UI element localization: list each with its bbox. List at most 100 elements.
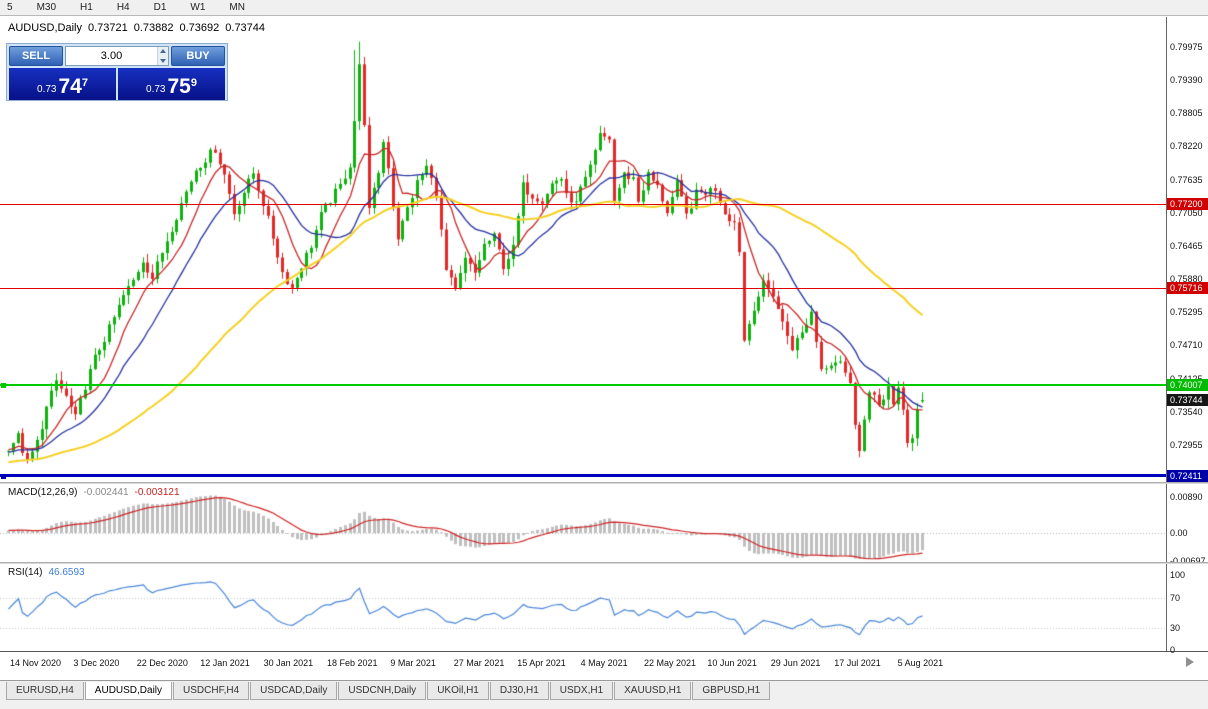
macd-signal-value: -0.003121 — [134, 487, 180, 498]
chart-tab-usdchf-h4[interactable]: USDCHF,H4 — [173, 682, 250, 700]
date-axis-label: 29 Jun 2021 — [770, 658, 821, 668]
sell-price-pips: 74 — [58, 75, 82, 98]
horizontal-level-line[interactable] — [0, 474, 1166, 478]
price-axis-label: 0.75880 — [1170, 274, 1203, 285]
price-axis-label: 0.72955 — [1170, 439, 1203, 450]
price-axis-label: 0.74125 — [1170, 374, 1203, 384]
price-axis-label: 0.75295 — [1170, 307, 1203, 318]
rsi-axis-label: 30 — [1170, 622, 1181, 633]
date-axis-label: 17 Jul 2021 — [834, 658, 881, 668]
scroll-to-end-arrow-icon[interactable] — [1186, 657, 1194, 667]
rsi-title: RSI(14) — [8, 567, 43, 578]
lot-decrease-button[interactable] — [158, 56, 168, 65]
date-axis-label: 12 Jan 2021 — [200, 658, 250, 668]
macd-indicator-label: MACD(12,26,9) -0.002441 -0.003121 — [8, 487, 180, 498]
time-axis-line — [0, 651, 1208, 652]
chart-symbol-period: AUDUSD,Daily — [8, 22, 82, 34]
date-axis-label: 10 Jun 2021 — [707, 658, 757, 668]
line-handle[interactable] — [1, 473, 6, 479]
horizontal-level-line[interactable] — [0, 287, 1166, 289]
buy-price-point: 9 — [190, 77, 197, 89]
rsi-value: 46.6593 — [48, 567, 85, 578]
macd-indicator-canvas[interactable] — [0, 484, 1166, 562]
one-click-trading-panel: SELL 3.00 BUY 0.73 74 7 0.73 75 9 — [6, 43, 228, 101]
buy-price-base: 0.73 — [146, 84, 166, 95]
price-axis-label: 0.79390 — [1170, 75, 1203, 86]
price-axis-label: 0.78805 — [1170, 108, 1203, 119]
chart-ohlc-title: AUDUSD,Daily 0.73721 0.73882 0.73692 0.73744 — [8, 22, 271, 34]
period-button-h1[interactable]: H1 — [80, 2, 93, 13]
price-level-tag: 0.74007 — [1167, 379, 1208, 392]
buy-price-display[interactable]: 0.73 75 9 — [118, 68, 225, 100]
rsi-axis-label: 70 — [1170, 592, 1181, 603]
chart-tab-gbpusd-h1[interactable]: GBPUSD,H1 — [692, 682, 771, 700]
price-level-tag: 0.77200 — [1167, 198, 1208, 211]
ohlc-low: 0.73692 — [179, 22, 220, 34]
price-axis-label: 0.74710 — [1170, 340, 1203, 351]
macd-title: MACD(12,26,9) — [8, 487, 78, 498]
lot-size-field[interactable]: 3.00 — [65, 46, 169, 66]
period-button-5[interactable]: 5 — [7, 2, 13, 13]
date-axis-label: 9 Mar 2021 — [390, 658, 436, 668]
chart-tab-dj30-h1[interactable]: DJ30,H1 — [489, 682, 549, 700]
ohlc-close: 0.73744 — [225, 22, 266, 34]
date-axis-label: 18 Feb 2021 — [327, 658, 378, 668]
chart-tab-xauusd-h1[interactable]: XAUUSD,H1 — [614, 682, 692, 700]
macd-axis-label: 0.00890 — [1170, 491, 1203, 502]
price-axis-label: 0.78220 — [1170, 141, 1203, 152]
macd-axis-label: 0.00 — [1170, 528, 1188, 538]
rsi-axis-label: 0 — [1170, 645, 1176, 655]
sell-price-display[interactable]: 0.73 74 7 — [9, 68, 116, 100]
chart-area: AUDUSD,Daily 0.73721 0.73882 0.73692 0.73744… — [0, 17, 1208, 677]
chart-tab-usdcnh-daily[interactable]: USDCNH,Daily — [338, 682, 427, 700]
buy-button[interactable]: BUY — [171, 46, 225, 66]
line-handle[interactable] — [1, 383, 6, 389]
rsi-indicator-label: RSI(14) 46.6593 — [8, 567, 85, 578]
chart-tab-usdx-h1[interactable]: USDX,H1 — [549, 682, 614, 700]
period-button-d1[interactable]: D1 — [153, 2, 167, 13]
price-axis-label: 0.73540 — [1170, 406, 1203, 417]
sell-price-base: 0.73 — [37, 84, 57, 95]
macd-main-value: -0.002441 — [83, 487, 129, 498]
macd-axis-label: -0.00697 — [1170, 556, 1206, 566]
chart-tab-ukoil-h1[interactable]: UKOil,H1 — [427, 682, 489, 700]
lot-size-value[interactable]: 3.00 — [100, 50, 123, 62]
sell-price-point: 7 — [81, 77, 88, 89]
period-toolbar: 5 M30 H1 H4 D1 W1 MN — [0, 0, 1208, 16]
date-axis-label: 14 Nov 2020 — [10, 658, 62, 668]
lot-spinner — [157, 47, 168, 65]
rsi-indicator-canvas[interactable] — [0, 564, 1166, 651]
current-price-tag: 0.73744 — [1167, 394, 1208, 407]
rsi-axis-label: 100 — [1170, 570, 1186, 580]
chart-tab-audusd-daily[interactable]: AUDUSD,Daily — [84, 682, 173, 700]
horizontal-level-line[interactable] — [0, 384, 1166, 387]
lot-increase-button[interactable] — [158, 47, 168, 56]
price-axis-label: 0.77635 — [1170, 174, 1203, 185]
date-axis-label: 27 Mar 2021 — [453, 658, 505, 668]
price-level-tag: 0.72411 — [1167, 469, 1208, 482]
date-axis-label: 15 Apr 2021 — [517, 658, 566, 668]
period-button-m30[interactable]: M30 — [36, 2, 57, 13]
period-button-h4[interactable]: H4 — [116, 2, 130, 13]
date-axis-label: 3 Dec 2020 — [73, 658, 120, 668]
ohlc-open: 0.73721 — [87, 22, 128, 34]
date-axis-label: 5 Aug 2021 — [897, 658, 944, 668]
panel-splitter[interactable] — [0, 482, 1208, 484]
chart-tab-eurusd-h4[interactable]: EURUSD,H4 — [6, 682, 84, 700]
price-axis-label: 0.76465 — [1170, 240, 1203, 251]
date-axis-label: 22 Dec 2020 — [136, 658, 188, 668]
chart-tab-bar: EURUSD,H4 AUDUSD,Daily USDCHF,H4 USDCAD,Dai… — [0, 680, 1208, 709]
horizontal-level-line[interactable] — [0, 203, 1166, 205]
period-button-mn[interactable]: MN — [229, 2, 245, 13]
sell-button[interactable]: SELL — [9, 46, 63, 66]
date-axis-label: 4 May 2021 — [580, 658, 628, 668]
date-axis-label: 30 Jan 2021 — [263, 658, 314, 668]
price-axis-label: 0.79975 — [1170, 42, 1203, 52]
period-button-w1[interactable]: W1 — [190, 2, 206, 13]
price-level-tag: 0.75716 — [1167, 282, 1208, 295]
chart-tab-usdcad-daily[interactable]: USDCAD,Daily — [250, 682, 338, 700]
ohlc-high: 0.73882 — [133, 22, 174, 34]
price-axis-label: 0.77050 — [1170, 207, 1203, 218]
buy-price-pips: 75 — [167, 75, 191, 98]
panel-splitter[interactable] — [0, 562, 1208, 564]
